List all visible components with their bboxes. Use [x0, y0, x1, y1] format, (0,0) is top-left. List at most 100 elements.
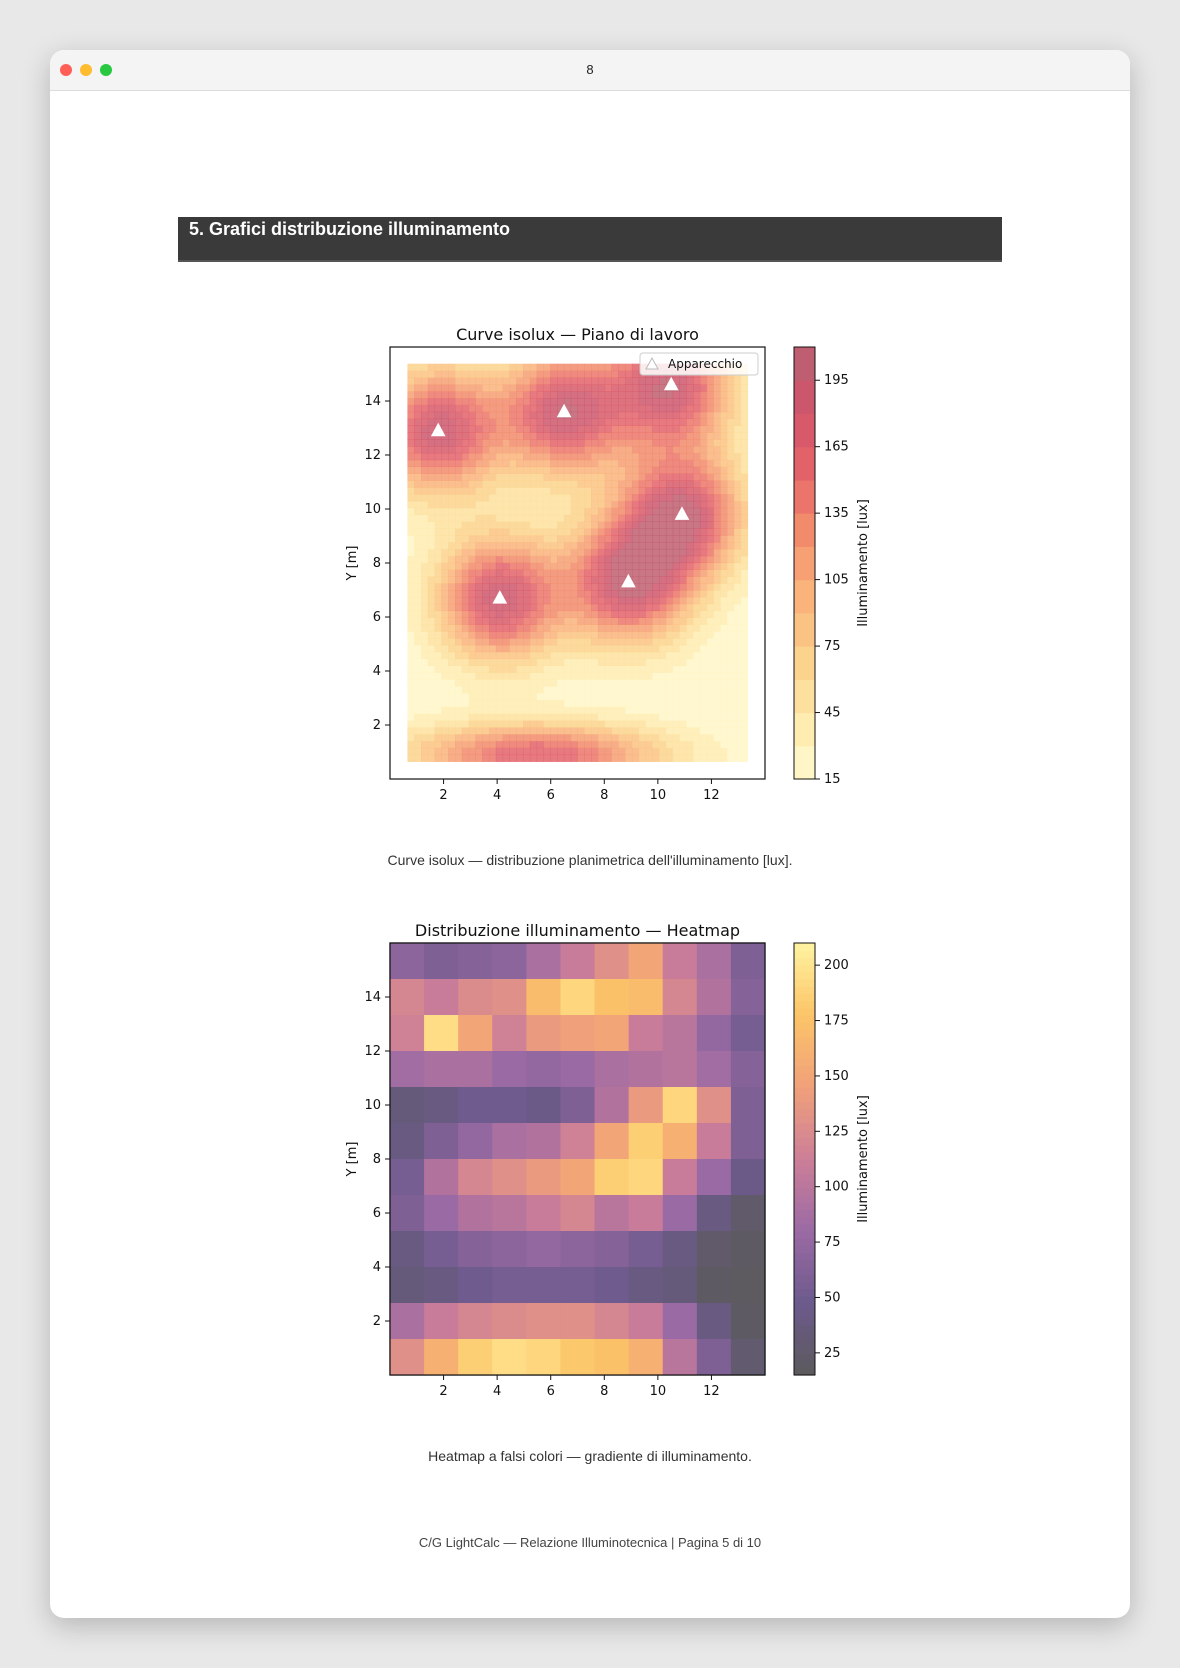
isolux-contour-cell [529, 404, 538, 413]
isolux-contour-cell [713, 610, 721, 618]
isolux-contour-cell [448, 720, 456, 728]
isolux-contour-cell [482, 466, 490, 474]
isolux-contour-cell [720, 493, 728, 502]
isolux-contour-cell [482, 555, 490, 564]
isolux-contour-cell [699, 740, 708, 749]
isolux-contour-cell [482, 535, 490, 543]
isolux-contour-cell [591, 747, 599, 756]
zoom-window-button[interactable] [100, 64, 112, 76]
isolux-contour-cell [475, 493, 483, 502]
heatmap-cell [492, 1051, 527, 1088]
isolux-contour-cell [468, 569, 476, 577]
isolux-contour-cell [455, 713, 463, 721]
isolux-contour-cell [611, 370, 619, 378]
isolux-contour-cell [665, 590, 674, 598]
isolux-contour-cell [686, 754, 694, 762]
isolux-contour-cell [645, 617, 653, 625]
isolux-contour-cell [407, 658, 415, 666]
isolux-y-tick-label: 6 [373, 610, 381, 625]
isolux-contour-cell [720, 459, 728, 468]
isolux-contour-cell [427, 610, 436, 618]
isolux-contour-cell [434, 590, 442, 598]
isolux-contour-cell [557, 576, 565, 584]
isolux-contour-cell [638, 541, 647, 550]
isolux-contour-cell [631, 535, 640, 543]
isolux-contour-cell [407, 418, 415, 426]
isolux-contour-cell [421, 562, 429, 570]
isolux-contour-cell [461, 439, 470, 447]
isolux-contour-cell [468, 754, 476, 762]
isolux-contour-cell [550, 384, 558, 392]
isolux-contour-cell [625, 411, 633, 420]
heatmap-cell [662, 1087, 698, 1124]
isolux-contour-cell [591, 638, 599, 646]
isolux-contour-cell [699, 706, 708, 714]
isolux-contour-cell [740, 576, 749, 584]
isolux-contour-cell [611, 514, 619, 522]
isolux-contour-cell [434, 651, 442, 660]
isolux-contour-cell [597, 665, 606, 673]
isolux-contour-cell [733, 583, 742, 591]
isolux-contour-cell [706, 686, 715, 694]
close-window-button[interactable] [60, 64, 72, 76]
isolux-contour-cell [421, 713, 429, 721]
isolux-contour-cell [461, 740, 470, 749]
heatmap-cell [594, 1267, 630, 1304]
isolux-contour-cell [482, 445, 490, 454]
isolux-contour-cell [536, 638, 544, 646]
isolux-contour-cell [611, 692, 619, 701]
isolux-contour-cell [536, 411, 544, 420]
isolux-contour-cell [645, 500, 653, 509]
isolux-contour-cell [502, 679, 510, 687]
isolux-contour-cell [495, 672, 504, 680]
isolux-contour-cell [713, 473, 721, 481]
isolux-contour-cell [495, 493, 504, 502]
isolux-contour-cell [584, 459, 592, 468]
minimize-window-button[interactable] [80, 64, 92, 76]
isolux-contour-cell [455, 679, 463, 687]
isolux-contour-cell [407, 473, 415, 481]
isolux-contour-cell [727, 603, 735, 612]
heatmap-colorbar-band [794, 1036, 815, 1045]
isolux-y-tick-label: 8 [373, 556, 381, 571]
isolux-contour-cell [550, 596, 558, 605]
isolux-contour-cell [591, 528, 599, 536]
isolux-contour-cell [720, 521, 728, 529]
isolux-contour-cell [659, 576, 667, 584]
isolux-contour-cell [740, 384, 749, 392]
isolux-contour-cell [577, 521, 585, 529]
isolux-contour-cell [693, 439, 701, 447]
isolux-contour-cell [699, 576, 708, 584]
isolux-contour-cell [720, 548, 728, 557]
isolux-contour-cell [441, 706, 449, 714]
isolux-contour-cell [659, 384, 667, 392]
isolux-contour-cell [706, 480, 715, 488]
heatmap-cell [730, 1051, 766, 1088]
isolux-contour-cell [421, 651, 429, 660]
isolux-contour-cell [495, 459, 504, 468]
isolux-contour-cell [523, 377, 531, 385]
isolux-contour-cell [427, 562, 436, 570]
isolux-contour-cell [713, 555, 721, 564]
heatmap-x-tick-label: 4 [493, 1384, 501, 1399]
isolux-colorbar-band [794, 679, 815, 714]
isolux-contour-cell [468, 425, 476, 433]
isolux-contour-cell [618, 672, 626, 680]
isolux-contour-cell [618, 480, 626, 488]
isolux-contour-cell [550, 624, 558, 632]
isolux-contour-cell [611, 466, 619, 474]
isolux-contour-cell [665, 514, 674, 522]
isolux-contour-cell [604, 370, 613, 378]
isolux-contour-cell [584, 658, 592, 666]
isolux-contour-cell [468, 699, 476, 708]
isolux-contour-cell [638, 521, 647, 529]
isolux-contour-cell [448, 713, 456, 721]
isolux-contour-cell [699, 727, 708, 735]
isolux-contour-cell [523, 548, 531, 557]
isolux-contour-cell [577, 590, 585, 598]
isolux-contour-cell [645, 397, 653, 406]
isolux-contour-cell [482, 747, 490, 756]
isolux-contour-cell [502, 370, 510, 378]
isolux-contour-cell [618, 596, 626, 605]
isolux-contour-cell [645, 624, 653, 632]
